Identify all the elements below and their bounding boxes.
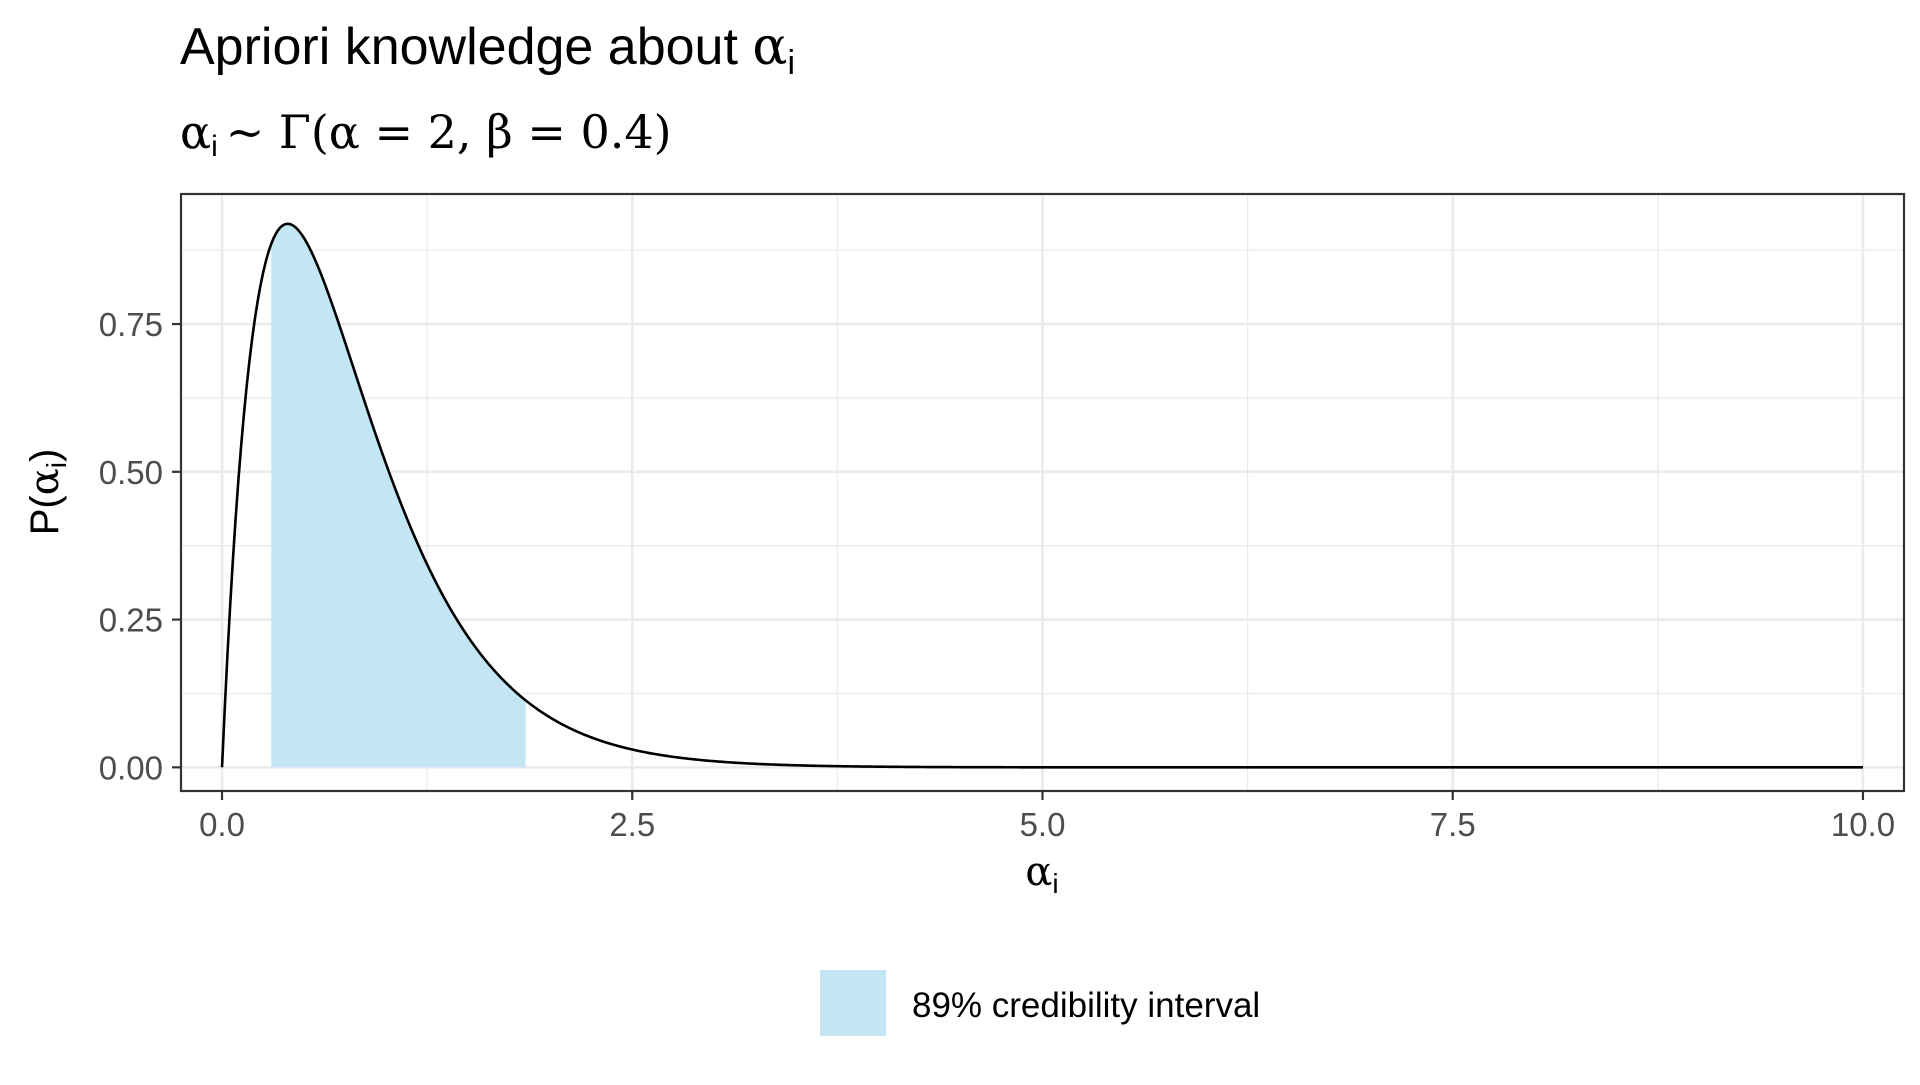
density-curve [220, 222, 1863, 769]
y-axis-title: P(αi) [22, 449, 72, 536]
plot-panel [179, 192, 1906, 793]
y-tick-label: 0.50 [99, 454, 163, 491]
x-tick-label: 5.0 [1020, 806, 1066, 843]
density-line [220, 222, 1863, 769]
legend-key [820, 970, 886, 1036]
chart-subtitle-symbol: α [180, 105, 211, 159]
chart-subtitle: αi ~ Γ(α = 2, β = 0.4) [180, 105, 672, 163]
x-tick-label: 7.5 [1430, 806, 1476, 843]
y-axis: 0.00 0.25 0.50 0.75 [99, 306, 181, 786]
y-axis-title-subscript: i [41, 462, 72, 468]
credibility-interval-area [271, 223, 526, 768]
legend-label: 89% credibility interval [912, 986, 1260, 1025]
chart-title-text: Apriori knowledge about [180, 18, 752, 76]
chart-subtitle-formula: ~ Γ(α = 2, β = 0.4) [226, 105, 672, 159]
x-axis-title: αi [1025, 849, 1058, 899]
x-axis-title-subscript: i [1052, 868, 1058, 899]
y-axis-title-prefix: P( [23, 495, 67, 536]
y-tick-label: 0.00 [99, 749, 163, 786]
y-tick-label: 0.25 [99, 602, 163, 639]
chart-title: Apriori knowledge about αi [180, 17, 795, 82]
interval-area [271, 223, 526, 768]
chart-title-subscript: i [787, 44, 795, 82]
legend: 89% credibility interval [820, 970, 1260, 1036]
y-tick-label: 0.75 [99, 306, 163, 343]
chart-title-symbol: α [752, 17, 787, 77]
y-axis-title-suffix: ) [23, 449, 67, 462]
x-tick-label: 10.0 [1831, 806, 1895, 843]
y-axis-title-symbol: α [22, 468, 68, 495]
x-tick-label: 2.5 [609, 806, 655, 843]
x-tick-label: 0.0 [199, 806, 245, 843]
chart-subtitle-subscript: i [211, 130, 218, 163]
x-axis-title-symbol: α [1025, 849, 1052, 895]
x-axis: 0.0 2.5 5.0 7.5 10.0 [199, 791, 1895, 843]
